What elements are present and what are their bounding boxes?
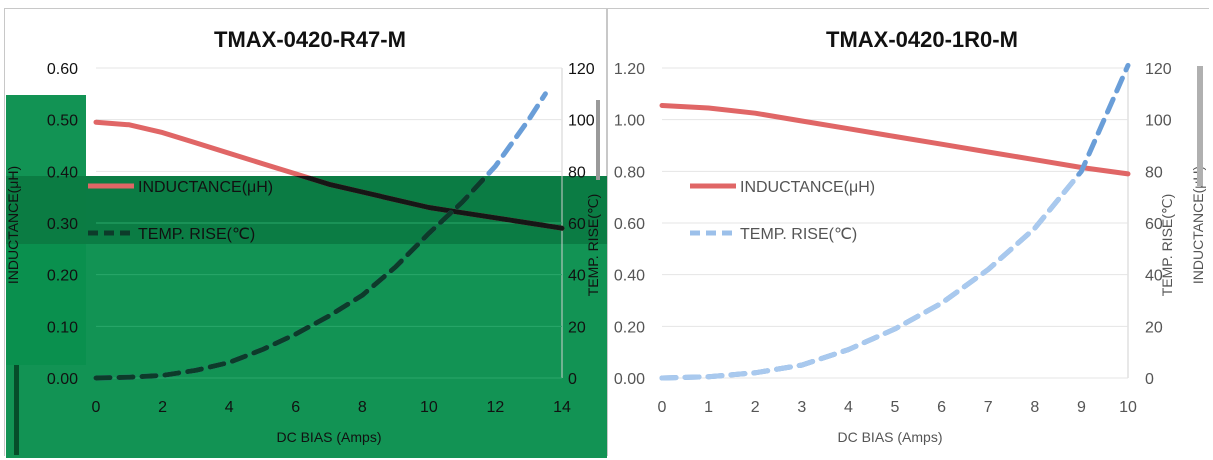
series-line-inductance [659, 103, 1131, 177]
x-tick-label: 0 [658, 399, 667, 416]
x-tick-label: 2 [751, 399, 760, 416]
y-left-tick-label: 0.20 [47, 268, 78, 285]
x-tick-label: 0 [92, 399, 101, 416]
y-right-tick-label: 40 [1145, 268, 1163, 285]
x-tick-label: 9 [1077, 399, 1086, 416]
x-tick-label: 1 [704, 399, 713, 416]
series-line-shadow-inductance [294, 176, 565, 231]
left-scrollbar-thumb [596, 100, 600, 180]
y-right-tick-label: 20 [568, 319, 586, 336]
y-left-axis-label: INDUCTANCE(μH) [1190, 166, 1206, 284]
x-tick-label: 14 [553, 399, 571, 416]
x-tick-label: 5 [891, 399, 900, 416]
x-tick-label: 10 [1119, 399, 1137, 416]
x-axis-label: DC BIAS (Amps) [276, 429, 381, 445]
y-right-tick-label: 40 [568, 268, 586, 285]
y-right-tick-label: 100 [568, 113, 595, 130]
y-left-axis-label: INDUCTANCE(μH) [5, 166, 21, 284]
y-left-tick-label: 0.80 [614, 164, 645, 181]
x-tick-label: 7 [984, 399, 993, 416]
y-left-tick-label: 0.60 [614, 216, 645, 233]
series-line-shadow-temp-rise [93, 176, 490, 381]
chart-title-left: TMAX-0420-R47-M [214, 27, 406, 52]
x-tick-label: 4 [844, 399, 853, 416]
y-left-tick-label: 0.60 [47, 61, 78, 78]
x-tick-label: 4 [225, 399, 234, 416]
x-tick-label: 10 [420, 399, 438, 416]
y-left-tick-label: 0.10 [47, 319, 78, 336]
x-tick-label: 12 [487, 399, 505, 416]
y-left-tick-label: 1.20 [614, 61, 645, 78]
y-right-tick-label: 60 [568, 216, 586, 233]
y-right-tick-label: 0 [1145, 371, 1154, 388]
y-right-tick-label: 60 [1145, 216, 1163, 233]
y-left-tick-label: 0.00 [47, 371, 78, 388]
y-right-tick-label: 80 [1145, 164, 1163, 181]
left-border [4, 8, 5, 456]
y-left-tick-label: 0.20 [614, 319, 645, 336]
overlay-dark-edge [14, 365, 19, 455]
legend-label: INDUCTANCE(μH) [138, 179, 273, 196]
y-right-axis-label: TEMP. RISE(℃) [585, 194, 601, 297]
x-tick-label: 3 [797, 399, 806, 416]
y-left-tick-label: 1.00 [614, 113, 645, 130]
legend-label: INDUCTANCE(μH) [740, 179, 875, 196]
x-tick-label: 8 [1030, 399, 1039, 416]
y-left-tick-label: 0.50 [47, 113, 78, 130]
y-right-tick-label: 20 [1145, 319, 1163, 336]
y-left-tick-label: 0.40 [614, 268, 645, 285]
y-right-tick-label: 0 [568, 371, 577, 388]
scrollbar-thumb [1197, 66, 1203, 186]
legend-label: TEMP. RISE(℃) [740, 226, 857, 243]
x-tick-label: 2 [158, 399, 167, 416]
y-left-tick-label: 0.40 [47, 164, 78, 181]
legend-label: TEMP. RISE(℃) [138, 226, 255, 243]
x-tick-label: 8 [358, 399, 367, 416]
y-left-tick-label: 0.30 [47, 216, 78, 233]
y-right-tick-label: 100 [1145, 113, 1172, 130]
y-left-tick-label: 0.00 [614, 371, 645, 388]
y-right-tick-label: 120 [1145, 61, 1172, 78]
y-right-tick-label: 80 [568, 164, 586, 181]
x-tick-label: 6 [937, 399, 946, 416]
y-right-tick-label: 120 [568, 61, 595, 78]
y-right-axis-label: TEMP. RISE(℃) [1159, 194, 1175, 297]
chart-title-right: TMAX-0420-1R0-M [826, 27, 1018, 52]
x-axis-label: DC BIAS (Amps) [837, 429, 942, 445]
series-line-light-temp-rise [659, 176, 1081, 381]
x-tick-label: 6 [291, 399, 300, 416]
